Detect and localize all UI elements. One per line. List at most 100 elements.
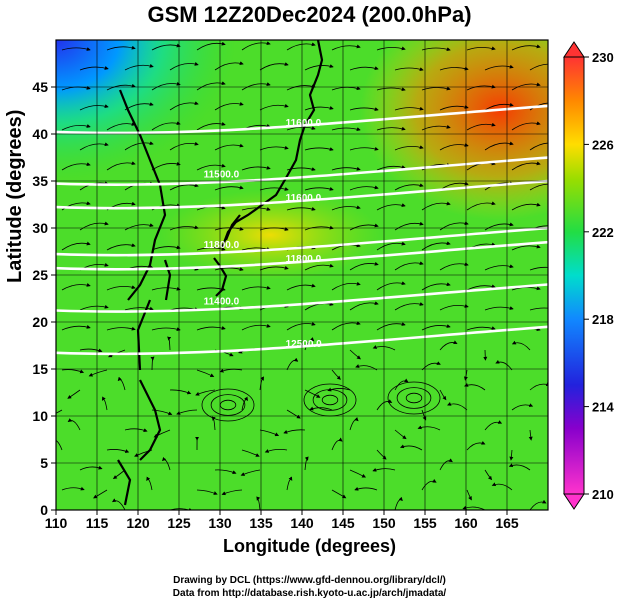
warm-region [360,40,548,220]
streamline-arrow [421,124,451,131]
streamline-arrow [511,82,541,91]
streamline-arrow [529,266,548,271]
streamline-arrow [241,82,271,91]
streamline-arrow [286,357,299,371]
streamline-arrow [331,321,361,331]
streamline-arrow [61,124,91,131]
streamline-arrow [169,389,192,395]
streamline-arrow [106,449,130,453]
vortex-streamline [405,392,423,404]
streamline-arrow [464,382,486,391]
streamline-arrow [259,103,289,111]
x-tick-label: 155 [413,515,437,531]
streamline-arrow [529,102,548,111]
streamline-arrow [61,324,91,331]
streamline-arrow [259,265,289,271]
x-tick-label: 165 [495,515,519,531]
map-title: GSM 12Z20Dec2024 (200.0hPa) [147,2,472,27]
streamline-arrow [286,321,316,331]
streamline-arrow [169,141,199,151]
geopotential-contours: 11600.0 11500.0 11600.0 11800.0 11800.0 11400… [56,104,548,356]
streamline-arrow [167,336,172,351]
y-axis-label: Latitude (degrees) [4,109,26,283]
streamline-arrow [67,389,81,399]
streamline-arrow [529,63,548,71]
streamline-arrow [79,509,80,510]
streamline-arrow [376,241,406,251]
streamline-arrow [214,61,244,71]
streamline-arrow [349,66,379,71]
streamline-arrow [169,101,199,111]
colorbar-tick-label: 222 [592,225,614,240]
streamline-arrow [61,486,85,491]
streamline-arrow [439,66,469,71]
streamline-arrow [304,263,334,271]
streamline-arrow [508,463,531,471]
streamline-arrow [286,206,316,211]
contour-label: 11800.0 [204,240,240,251]
streamline-arrow [241,323,271,331]
streamline-arrow [241,207,271,211]
streamline-arrow [376,449,387,460]
streamline-arrow [214,185,244,191]
streamline-arrow [93,489,108,499]
streamline-arrow [309,406,333,411]
cold-region [56,40,236,180]
streamline-arrow [151,81,181,91]
x-tick-label: 135 [249,515,273,531]
streamline-arrow [124,428,148,432]
vortex-streamline [387,381,441,415]
x-tick-label: 125 [167,515,191,531]
streamline-arrow [61,162,91,171]
streamline-arrow [466,201,496,211]
streamline-arrow [286,409,301,419]
contour-label: 11800.0 [286,254,322,265]
colorbar-tick-label: 210 [592,487,614,502]
streamline-arrow [376,87,406,92]
streamline-arrow [529,499,547,510]
streamline-arrow [331,369,341,380]
streamline-arrow [331,205,361,211]
streamline-arrow [259,187,289,191]
streamline-arrow [528,429,533,441]
streamline-arrow [529,307,548,311]
streamline-arrow [264,448,288,453]
streamline-arrow [124,306,154,311]
vortex-streamline [201,388,255,422]
y-tick-label: 30 [32,220,48,236]
streamline-arrow [304,389,321,398]
streamline-arrow [466,326,496,331]
streamline-arrow [511,340,531,351]
streamline-arrow [349,261,379,271]
streamline-arrow [241,396,249,411]
streamline-arrow [196,41,226,51]
streamline-arrow [283,429,306,434]
y-tick-label: 45 [32,79,48,95]
streamline-arrow [349,469,367,478]
streamline-arrow [394,378,409,391]
streamline-arrow [151,245,181,251]
streamline-arrow [484,306,514,311]
streamline-arrow [286,126,316,131]
streamline-arrow [79,221,109,231]
contour-line [56,104,548,135]
streamline-arrow [376,126,406,131]
streamline-arrow [439,458,453,471]
streamline-arrow [286,476,293,491]
streamline-arrow [79,348,103,353]
streamline-arrow [214,143,244,151]
streamline-arrow [394,496,403,510]
streamline-arrow [439,303,469,311]
streamline-arrow [241,41,271,51]
x-tick-label: 115 [86,515,109,531]
streamline-arrow [440,509,441,510]
streamline-arrow [421,241,451,251]
streamline-arrow [240,469,261,476]
streamline-arrow [304,64,334,71]
contour-line [56,283,548,313]
streamline-arrow [196,246,226,251]
x-tick-label: 160 [454,515,478,531]
contour-line [56,240,548,271]
streamline-arrow [169,225,199,231]
